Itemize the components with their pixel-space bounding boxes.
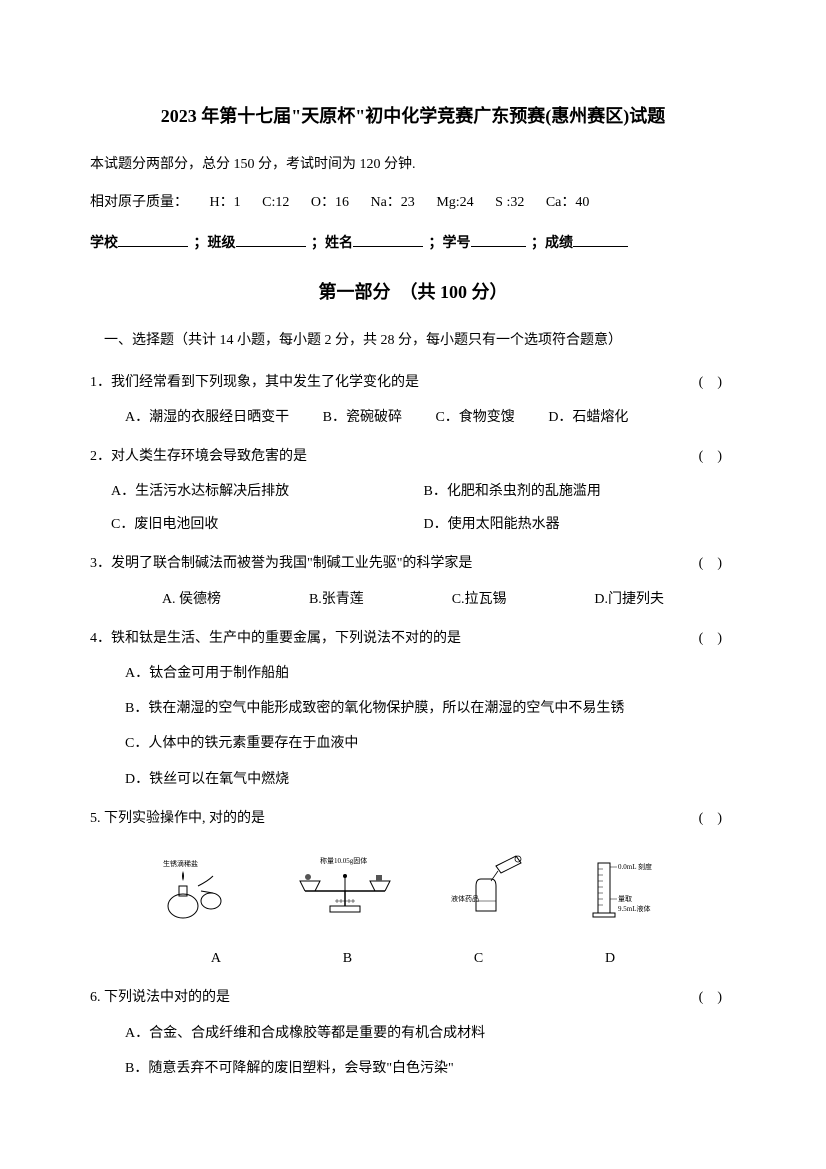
q4-option-d[interactable]: D．铁丝可以在氧气中燃烧 bbox=[125, 767, 736, 792]
q5-option-c[interactable]: C bbox=[474, 946, 483, 971]
q5-figure-d: 0.0mL 刻度 量取 9.5mL液体 bbox=[583, 851, 673, 930]
q1-stem: 1．我们经常看到下列现象，其中发生了化学变化的是 bbox=[90, 370, 699, 395]
student-info-line: 学校 ；班级 ；姓名 ；学号 ；成绩 bbox=[90, 231, 736, 256]
question-1: 1．我们经常看到下列现象，其中发生了化学变化的是 () A．潮湿的衣服经日晒变干… bbox=[90, 370, 736, 430]
exam-title: 2023 年第十七届"天原杯"初中化学竞赛广东预赛(惠州赛区)试题 bbox=[90, 100, 736, 132]
q5-figure-c: 液体药品 bbox=[446, 851, 536, 930]
question-4: 4．铁和钛是生活、生产中的重要金属，下列说法不对的的是 () A．钛合金可用于制… bbox=[90, 626, 736, 792]
atomic-ca: Ca：40 bbox=[546, 195, 590, 210]
q5-stem: 5. 下列实验操作中, 对的的是 bbox=[90, 806, 699, 831]
q5-option-a[interactable]: A bbox=[211, 946, 221, 971]
q4-answer-paren[interactable]: () bbox=[699, 626, 736, 651]
fig-d-caption-2: 量取 bbox=[618, 895, 632, 903]
q4-option-a[interactable]: A．钛合金可用于制作船舶 bbox=[125, 661, 736, 686]
section-title: 第一部分 （共 100 分） bbox=[90, 276, 736, 308]
q2-option-c[interactable]: C．废旧电池回收 bbox=[111, 512, 424, 537]
q4-option-b[interactable]: B．铁在潮湿的空气中能形成致密的氧化物保护膜，所以在潮湿的空气中不易生锈 bbox=[125, 696, 736, 721]
fig-c-caption: 液体药品 bbox=[451, 894, 479, 903]
atomic-h: H：1 bbox=[210, 195, 241, 210]
q6-answer-paren[interactable]: () bbox=[699, 985, 736, 1010]
atomic-na: Na：23 bbox=[370, 195, 414, 210]
fig-b-caption: 称量10.05g固体 bbox=[320, 856, 367, 865]
name-label: ；姓名 bbox=[311, 236, 353, 251]
score-blank[interactable] bbox=[573, 246, 628, 247]
question-3: 3．发明了联合制碱法而被誉为我国"制碱工业先驱"的科学家是 () A. 侯德榜 … bbox=[90, 551, 736, 611]
q3-option-a[interactable]: A. 侯德榜 bbox=[162, 587, 221, 612]
atomic-mass-line: 相对原子质量： H：1 C:12 O：16 Na：23 Mg:24 S :32 … bbox=[90, 190, 736, 215]
question-2: 2．对人类生存环境会导致危害的是 () A．生活污水达标解决后排放 B．化肥和杀… bbox=[90, 444, 736, 538]
alcohol-lamp-icon: 生锈滴稀盐 bbox=[153, 851, 243, 921]
q1-answer-paren[interactable]: () bbox=[699, 370, 736, 395]
q5-option-b[interactable]: B bbox=[343, 946, 352, 971]
q1-option-d[interactable]: D．石蜡熔化 bbox=[548, 405, 628, 430]
atomic-mg: Mg:24 bbox=[436, 195, 473, 210]
q5-answer-paren[interactable]: () bbox=[699, 806, 736, 831]
q5-option-d[interactable]: D bbox=[605, 946, 615, 971]
cylinder-icon: 0.0mL 刻度 量取 9.5mL液体 bbox=[583, 851, 673, 921]
fig-d-caption-3: 9.5mL液体 bbox=[618, 904, 650, 913]
pouring-icon: 液体药品 bbox=[446, 851, 536, 921]
question-5: 5. 下列实验操作中, 对的的是 () 生锈滴稀盐 称量10.05g固体 bbox=[90, 806, 736, 972]
q4-option-c[interactable]: C．人体中的铁元素重要存在于血液中 bbox=[125, 731, 736, 756]
atomic-label: 相对原子质量： bbox=[90, 195, 188, 210]
school-blank[interactable] bbox=[118, 246, 188, 247]
question-6: 6. 下列说法中对的的是 () A．合金、合成纤维和合成橡胶等都是重要的有机合成… bbox=[90, 985, 736, 1081]
id-label: ；学号 bbox=[429, 236, 471, 251]
name-blank[interactable] bbox=[353, 246, 423, 247]
q3-stem: 3．发明了联合制碱法而被誉为我国"制碱工业先驱"的科学家是 bbox=[90, 551, 699, 576]
class-blank[interactable] bbox=[236, 246, 306, 247]
q6-option-a[interactable]: A．合金、合成纤维和合成橡胶等都是重要的有机合成材料 bbox=[125, 1021, 736, 1046]
q3-answer-paren[interactable]: () bbox=[699, 551, 736, 576]
fig-a-caption: 生锈滴稀盐 bbox=[163, 859, 198, 868]
q5-figure-a: 生锈滴稀盐 bbox=[153, 851, 243, 930]
q5-figure-b: 称量10.05g固体 bbox=[290, 851, 400, 930]
fig-d-caption-1: 0.0mL 刻度 bbox=[618, 862, 652, 871]
q1-option-a[interactable]: A．潮湿的衣服经日晒变干 bbox=[125, 405, 289, 430]
q3-option-d[interactable]: D.门捷列夫 bbox=[594, 587, 664, 612]
atomic-o: O：16 bbox=[311, 195, 349, 210]
q2-stem: 2．对人类生存环境会导致危害的是 bbox=[90, 444, 699, 469]
class-label: ；班级 bbox=[194, 236, 236, 251]
q2-option-b[interactable]: B．化肥和杀虫剂的乱施滥用 bbox=[424, 479, 737, 504]
q3-option-b[interactable]: B.张青莲 bbox=[309, 587, 364, 612]
id-blank[interactable] bbox=[471, 246, 526, 247]
q5-figures: 生锈滴稀盐 称量10.05g固体 bbox=[90, 841, 736, 940]
q3-option-c[interactable]: C.拉瓦锡 bbox=[452, 587, 507, 612]
q2-answer-paren[interactable]: () bbox=[699, 444, 736, 469]
q6-option-b[interactable]: B．随意丢弃不可降解的废旧塑料，会导致"白色污染" bbox=[125, 1056, 736, 1081]
balance-icon: 称量10.05g固体 bbox=[290, 851, 400, 921]
q6-stem: 6. 下列说法中对的的是 bbox=[90, 985, 699, 1010]
section-instruction: 一、选择题（共计 14 小题，每小题 2 分，共 28 分，每小题只有一个选项符… bbox=[90, 328, 736, 353]
q1-option-b[interactable]: B．瓷碗破碎 bbox=[323, 405, 402, 430]
q2-option-a[interactable]: A．生活污水达标解决后排放 bbox=[111, 479, 424, 504]
school-label: 学校 bbox=[90, 236, 118, 251]
atomic-s: S :32 bbox=[495, 195, 524, 210]
exam-intro: 本试题分两部分，总分 150 分，考试时间为 120 分钟. bbox=[90, 152, 736, 177]
score-label: ；成绩 bbox=[531, 236, 573, 251]
q1-option-c[interactable]: C．食物变馊 bbox=[435, 405, 514, 430]
q2-option-d[interactable]: D．使用太阳能热水器 bbox=[424, 512, 737, 537]
atomic-c: C:12 bbox=[262, 195, 289, 210]
q4-stem: 4．铁和钛是生活、生产中的重要金属，下列说法不对的的是 bbox=[90, 626, 699, 651]
